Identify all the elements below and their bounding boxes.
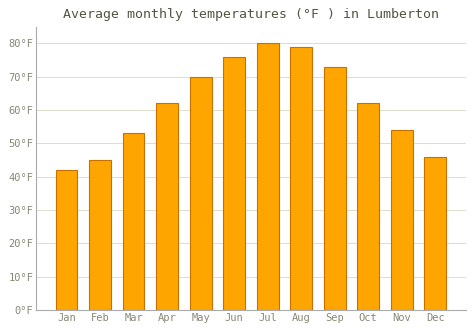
Bar bbox=[123, 133, 145, 310]
Bar bbox=[290, 47, 312, 310]
Bar bbox=[89, 160, 111, 310]
Bar bbox=[357, 103, 379, 310]
Bar bbox=[324, 67, 346, 310]
Bar bbox=[257, 43, 279, 310]
Bar bbox=[391, 130, 413, 310]
Bar bbox=[223, 57, 245, 310]
Bar bbox=[190, 77, 211, 310]
Bar bbox=[424, 157, 446, 310]
Bar bbox=[156, 103, 178, 310]
Bar bbox=[55, 170, 77, 310]
Title: Average monthly temperatures (°F ) in Lumberton: Average monthly temperatures (°F ) in Lu… bbox=[63, 8, 439, 21]
